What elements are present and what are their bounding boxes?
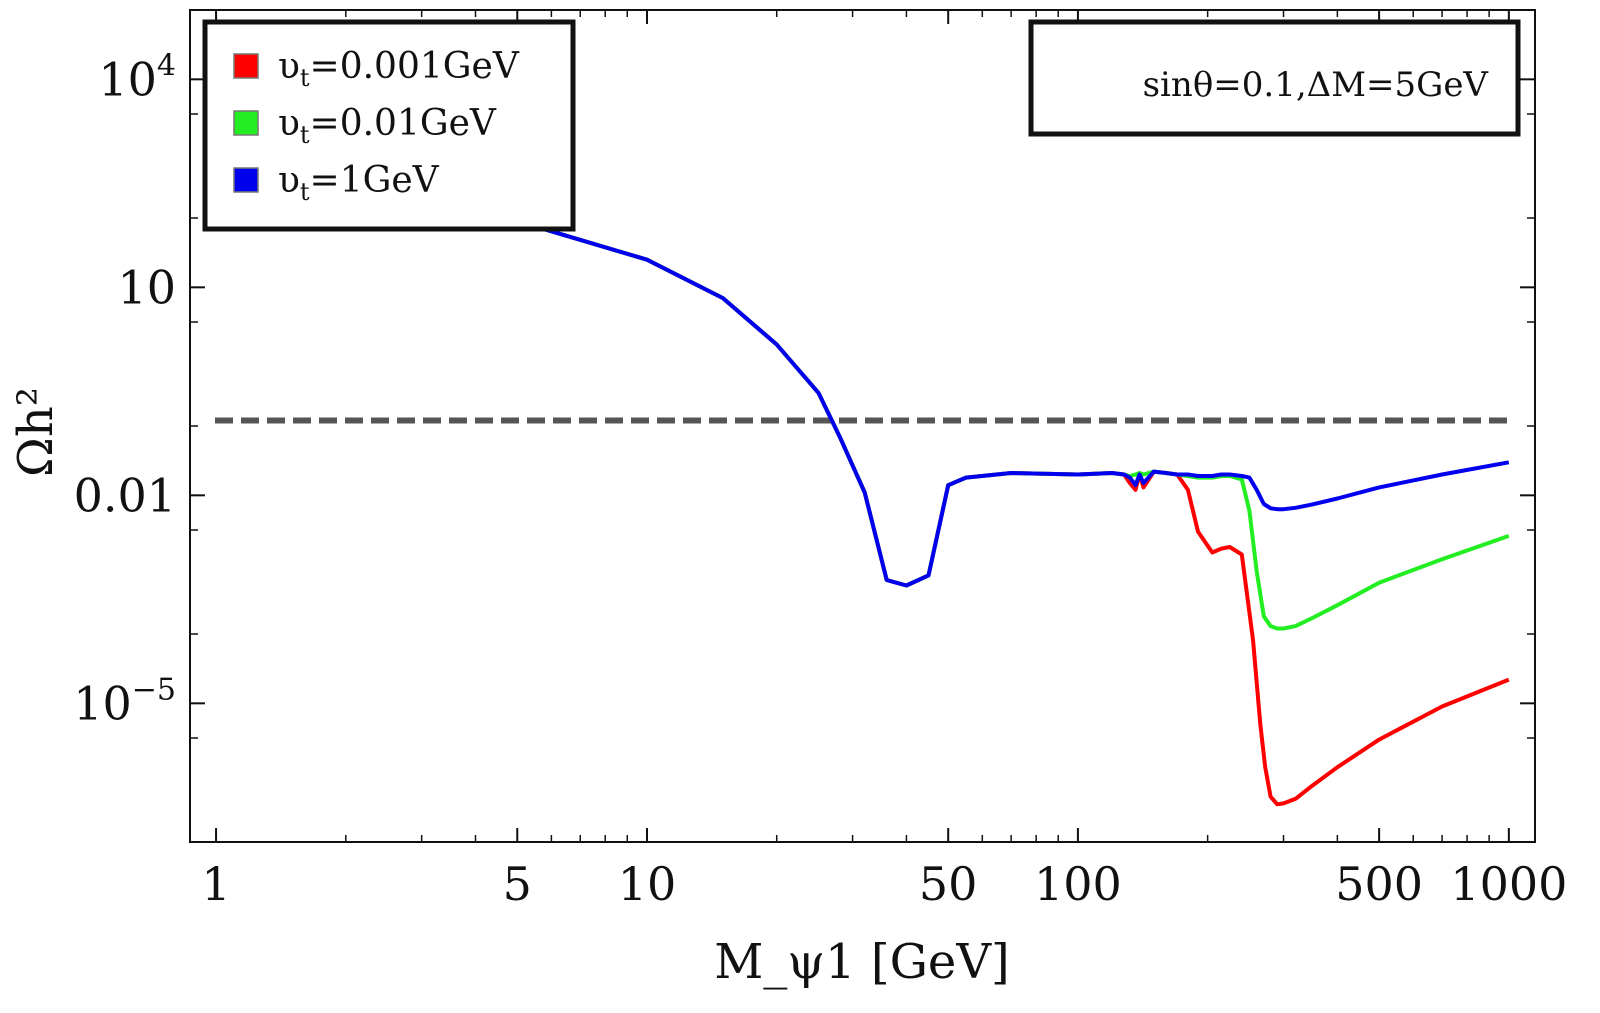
legend-label: υt=0.01GeV	[278, 103, 497, 149]
legend-label: υt=0.001GeV	[278, 46, 520, 92]
series-line-3	[215, 88, 1510, 588]
legend: υt=0.001GeV υt=0.01GeV υt=1GeV	[202, 19, 576, 232]
y-axis-title: Ωh²	[8, 387, 64, 477]
legend-label: υt=1GeV	[278, 160, 440, 206]
x-tick-label: 100	[1034, 857, 1122, 911]
x-tick-label: 5	[503, 857, 532, 911]
y-tick-label: 10	[117, 260, 176, 314]
legend-swatch	[233, 167, 259, 193]
annotation-box: sinθ=0.1,ΔM=5GeV	[1028, 19, 1521, 137]
y-tick-labels: 104 10 0.01 10−5	[73, 48, 176, 730]
x-tick-label: 1	[201, 857, 230, 911]
y-tick-label: 10−5	[73, 672, 176, 730]
legend-swatch	[233, 53, 259, 79]
annotation-text: sinθ=0.1,ΔM=5GeV	[1143, 65, 1490, 105]
legend-swatch	[233, 110, 259, 136]
x-tick-label: 500	[1335, 857, 1423, 911]
x-tick-label: 1000	[1450, 857, 1567, 911]
x-axis-title: M_ψ1 [GeV]	[714, 934, 1009, 990]
annotation-frame	[1028, 19, 1521, 137]
x-tick-label: 10	[618, 857, 677, 911]
legend-frame	[202, 19, 576, 232]
y-tick-label: 0.01	[74, 468, 176, 522]
y-tick-label: 104	[98, 48, 176, 106]
x-tick-labels: 1 5 10 50 100 500 1000	[201, 857, 1567, 911]
x-tick-label: 50	[919, 857, 978, 911]
major-ticks	[190, 10, 1535, 842]
series-group	[215, 88, 1510, 807]
